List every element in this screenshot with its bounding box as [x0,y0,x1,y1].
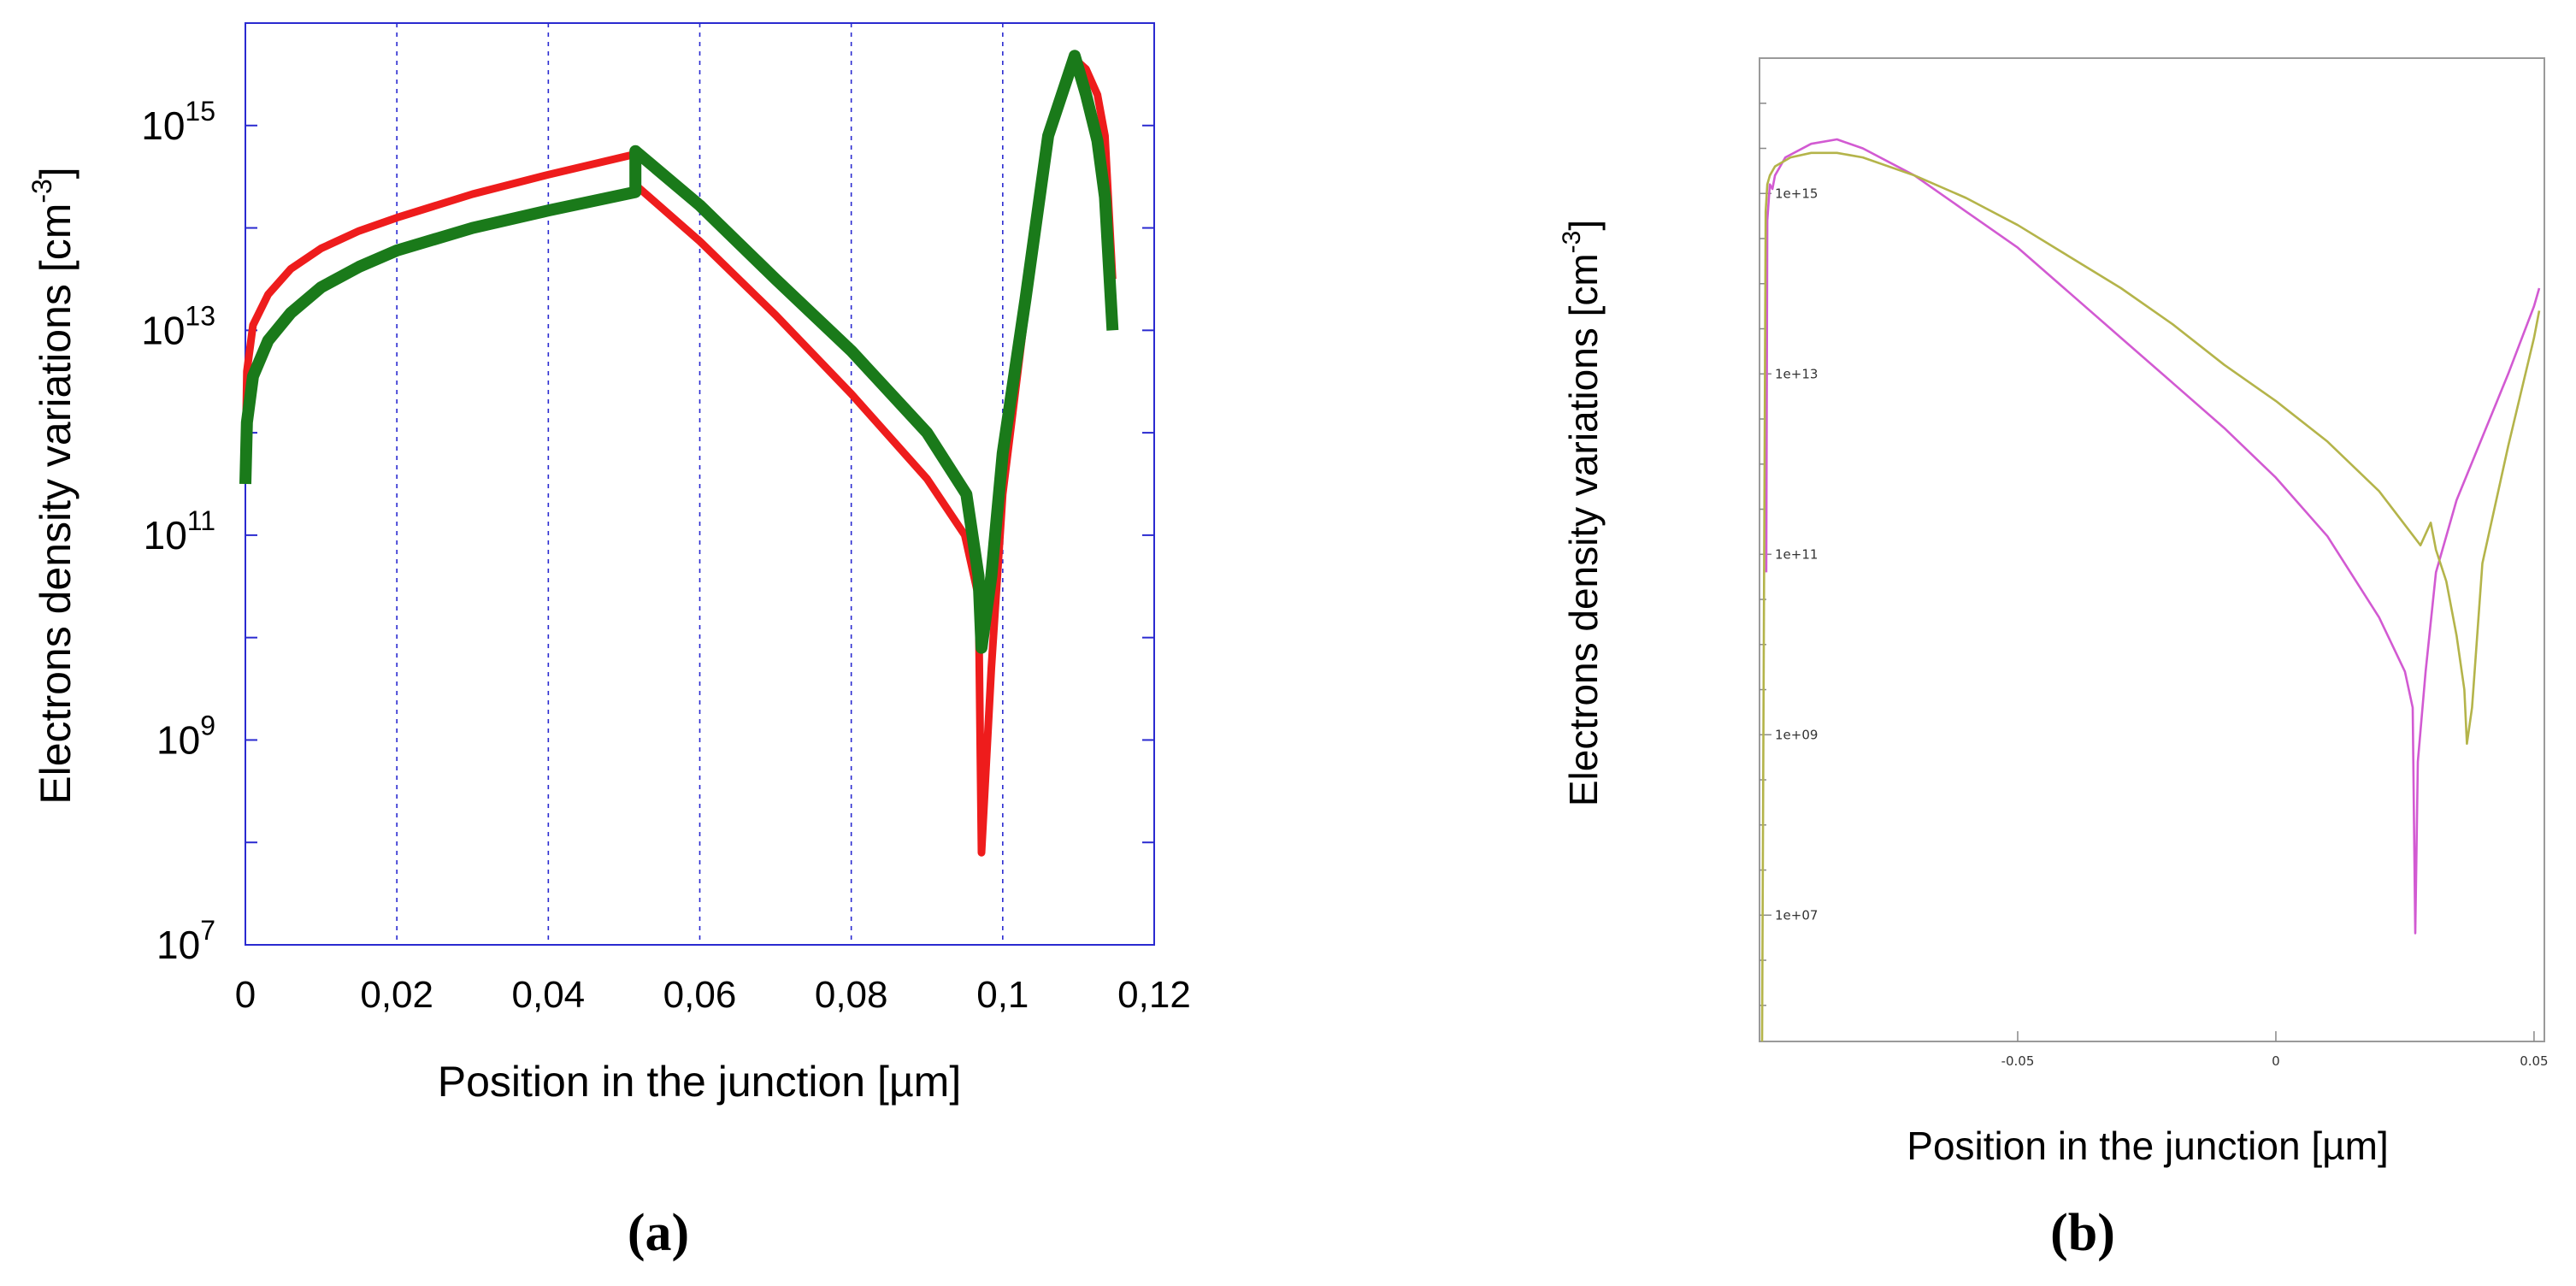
panel-b-y-axis-label-end: ] [1561,220,1606,231]
panel-b-x-tick-label: 0.05 [2520,1053,2548,1069]
panel-a-y-tick-label: 109 [156,710,215,762]
panel-a-y-tick-label: 1011 [144,505,215,557]
panel-a-x-tick-label: 0,12 [1117,974,1191,1016]
panel-a-y-tick-exponent: 13 [185,300,215,331]
panel-a-x-tick-label: 0,02 [360,974,433,1016]
panel-a-grid [396,23,1004,945]
panel-a-y-tick-exponent: 7 [200,915,215,946]
panel-a-y-tick-label: 1013 [141,300,215,352]
panel-a-y-axis-label: Electrons density variations [cm-3] [27,167,80,804]
panel-a-series-line-green [239,50,1119,654]
panel-b-x-axis-label: Position in the junction [µm] [1907,1124,2388,1168]
panel-a-x-tick-label: 0,08 [815,974,888,1016]
panel-b-y-tick-label: 1e+07 [1775,907,1818,923]
panel-a-y-axis-label-exponent: -3 [27,179,57,203]
panel-a-x-tick-label: 0 [235,974,256,1016]
panel-a-x-tick-label: 0,04 [512,974,586,1016]
panel-a-y-tick-exponent: 11 [187,505,215,536]
panel-b-x-tick-label: -0.05 [2001,1053,2035,1069]
panel-a-y-tick-exponent: 15 [185,96,215,127]
panel-a-y-tick-label: 1015 [141,96,215,148]
panel-b: -0.05 0 0.05 1e+15 1e+13 1e+11 1e+09 1e+07 Pos… [1558,57,2549,1262]
panel-a-y-tick-base: 10 [141,103,185,148]
panel-b-y-tick-label: 1e+15 [1775,186,1818,201]
panel-b-y-tick-labels: 1e+15 1e+13 1e+11 1e+09 1e+07 [1775,186,1818,923]
panel-b-y-axis-label-main: Electrons density variations [cm [1561,253,1606,806]
panel-a-x-tick-label: 0,1 [976,974,1029,1016]
panel-b-x-tick-label: 0 [2272,1053,2280,1069]
panel-b-series [1760,138,2541,1042]
panel-b-x-tick-labels: -0.05 0 0.05 [2001,1053,2549,1069]
panel-a-y-tick-base: 10 [156,923,200,967]
panel-a-caption: (a) [628,1204,689,1262]
panel-a: 0 0,02 0,04 0,06 0,08 0,1 0,12 101510131011109… [27,22,1191,1262]
panel-a-y-tick-base: 10 [141,308,185,352]
panel-b-caption: (b) [2050,1204,2115,1262]
panel-b-plot-frame [1759,57,2545,1042]
panel-b-y-axis-label: Electrons density variations [cm-3] [1558,220,1606,806]
panel-b-y-tick-label: 1e+13 [1775,366,1818,381]
panel-a-y-axis-label-end: ] [32,167,80,179]
panel-a-y-axis-label-main: Electrons density variations [cm [32,204,80,805]
panel-b-y-tick-label: 1e+09 [1775,727,1818,742]
panel-b-y-axis-label-exponent: -3 [1558,231,1586,254]
panel-a-x-axis-label: Position in the junction [µm] [438,1058,961,1106]
panel-a-series-line-red [241,55,1117,857]
panel-b-series-line-olive [1760,151,2541,1042]
panel-a-y-tick-base: 10 [144,513,187,557]
panel-b-y-tick-label: 1e+11 [1775,546,1818,562]
panel-a-x-tick-label: 0,06 [663,974,737,1016]
panel-a-series [239,50,1119,857]
panel-a-y-tick-base: 10 [156,717,200,762]
panel-a-x-tick-labels: 0 0,02 0,04 0,06 0,08 0,1 0,12 [235,974,1191,1016]
panel-a-y-tick-label: 107 [156,915,215,967]
panel-a-y-tick-exponent: 9 [200,710,215,740]
